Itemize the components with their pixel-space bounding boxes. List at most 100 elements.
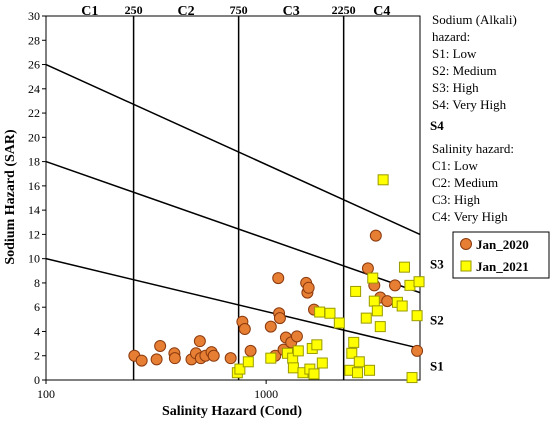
data-point-jan-2020 [264,320,277,333]
data-point-jan-2021 [404,279,416,291]
y-tick-label: 14 [28,203,40,217]
data-point-jan-2020 [193,335,206,348]
legend: Jan_2020 Jan_2021 [452,231,550,279]
data-point-jan-2021 [351,367,363,379]
salinity-note-item: C3: High [432,192,481,207]
data-point-jan-2020 [290,330,303,343]
y-tick-label: 24 [28,82,40,96]
data-point-jan-2020 [272,272,285,285]
data-point-jan-2020 [411,344,424,357]
data-point-jan-2020 [238,323,251,336]
salinity-note-item: C2: Medium [432,175,498,190]
data-point-jan-2021 [374,321,386,333]
y-tick-label: 8 [34,276,40,290]
data-point-jan-2021 [287,362,299,374]
data-point-jan-2021 [308,368,320,380]
y-tick-label: 26 [28,58,40,72]
data-point-jan-2020 [381,295,394,308]
data-point-jan-2021 [292,345,304,357]
data-point-jan-2021 [242,356,254,368]
data-point-jan-2021 [353,356,365,368]
data-point-jan-2020 [224,352,237,365]
sodium-zone-label: S1 [430,358,444,373]
sodium-note-item: S4: Very High [432,97,507,112]
data-point-jan-2021 [371,305,383,317]
plot-frame [45,15,421,381]
salinity-boundary-label: 750 [230,3,248,17]
data-point-jan-2021 [314,306,326,318]
data-point-jan-2020 [150,353,163,366]
sodium-boundary-line [45,63,421,236]
data-point-jan-2021 [350,285,362,297]
y-tick-label: 30 [28,9,40,23]
y-tick-label: 2 [34,349,40,363]
data-point-jan-2020 [154,340,167,353]
y-tick-label: 18 [28,155,40,169]
y-tick-label: 0 [34,373,40,387]
sodium-zone-label: S4 [430,118,444,133]
data-point-jan-2021 [360,312,372,324]
sodium-boundary-line [45,160,421,294]
data-point-jan-2021 [234,363,246,375]
data-point-jan-2021 [333,317,345,329]
data-point-jan-2021 [368,295,380,307]
salinity-class-label: C1 [81,4,98,19]
salinity-hazard-notes: Salinity hazard: C1: Low C2: Medium C3: … [432,141,514,224]
legend-label-jan-2020: Jan_2020 [476,237,529,252]
legend-label-jan-2021: Jan_2021 [476,259,529,274]
data-point-jan-2021 [265,352,277,364]
y-tick-label: 22 [28,106,40,120]
data-point-jan-2020 [207,349,220,362]
salinity-class-label: C2 [178,4,195,19]
sodium-boundary-line [45,257,421,350]
y-tick-label: 20 [28,130,40,144]
data-point-jan-2021 [346,347,358,359]
sodium-notes-title-line1: Sodium (Alkali) [432,12,517,27]
data-point-jan-2020 [389,279,402,292]
y-axis-title: Sodium Hazard (SAR) [3,129,18,265]
salinity-notes-title: Salinity hazard: [432,141,514,156]
salinity-note-item: C4: Very High [432,209,508,224]
data-point-jan-2020 [168,352,181,365]
data-point-jan-2020 [302,281,315,294]
data-point-jan-2020 [244,344,257,357]
data-point-jan-2021 [364,364,376,376]
sodium-hazard-notes: Sodium (Alkali) hazard: S1: Low S2: Medi… [432,12,517,112]
data-point-jan-2021 [398,261,410,273]
sodium-zone-label: S3 [430,257,444,272]
y-tick-label: 12 [28,227,40,241]
salinity-class-label: C3 [283,4,300,19]
data-point-jan-2021 [411,310,423,322]
salinity-class-label: C4 [373,4,390,19]
data-point-jan-2021 [348,336,360,348]
data-point-jan-2021 [413,276,425,288]
y-tick-label: 6 [34,300,40,314]
sodium-note-item: S3: High [432,80,479,95]
data-point-jan-2021 [367,272,379,284]
data-point-jan-2021 [396,300,408,312]
salinity-note-item: C1: Low [432,158,478,173]
x-tick-label: 1000 [254,387,278,401]
sodium-notes-title-line2: hazard: [432,29,470,44]
sodium-note-item: S2: Medium [432,63,497,78]
data-point-jan-2020 [369,229,382,242]
legend-marker-jan-2021 [460,260,472,272]
data-point-jan-2021 [324,307,336,319]
data-point-jan-2021 [316,357,328,369]
sodium-note-item: S1: Low [432,46,477,61]
salinity-boundary-label: 2250 [332,3,356,17]
y-tick-label: 28 [28,33,40,47]
data-point-jan-2020 [273,312,286,325]
x-axis-title: Salinity Hazard (Cond) [162,404,302,419]
salinity-boundary-label: 250 [125,3,143,17]
data-point-jan-2021 [377,174,389,186]
data-point-jan-2021 [406,372,418,384]
data-point-jan-2020 [135,354,148,367]
data-point-jan-2021 [311,339,323,351]
data-point-jan-2020 [361,262,374,275]
legend-marker-jan-2020 [460,238,472,250]
y-tick-label: 10 [28,252,40,266]
x-tick-label: 100 [37,387,55,401]
